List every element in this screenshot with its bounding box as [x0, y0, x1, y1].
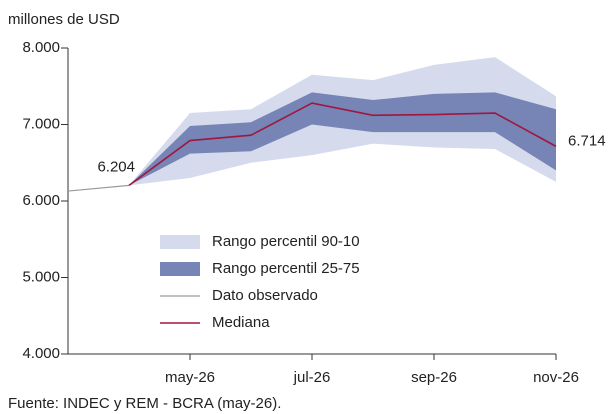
x-tick-label: jul-26	[293, 369, 331, 386]
data-label: 6.714	[568, 132, 606, 149]
line	[128, 102, 557, 187]
legend-label: Rango percentil 25-75	[212, 260, 360, 277]
legend-swatch	[160, 235, 200, 249]
y-tick-label: 5.000	[22, 268, 60, 285]
source: Fuente: INDEC y REM - BCRA (may-26).	[8, 395, 281, 412]
y-axis-label: millones de USD	[8, 11, 120, 28]
legend-swatch	[160, 262, 200, 276]
band	[129, 92, 556, 186]
line	[67, 184, 130, 192]
data-label: 6.204	[97, 158, 135, 175]
y-tick-label: 4.000	[22, 345, 60, 362]
legend-label: Rango percentil 90-10	[212, 233, 360, 250]
x-tick-label: may-26	[165, 369, 215, 386]
legend-label: Mediana	[212, 314, 270, 331]
legend-label: Dato observado	[212, 287, 318, 304]
y-tick-label: 6.000	[22, 192, 60, 209]
x-tick-label: sep-26	[411, 369, 457, 386]
x-tick-label: nov-26	[533, 369, 579, 386]
y-tick-label: 8.000	[22, 39, 60, 56]
y-tick-label: 7.000	[22, 115, 60, 132]
